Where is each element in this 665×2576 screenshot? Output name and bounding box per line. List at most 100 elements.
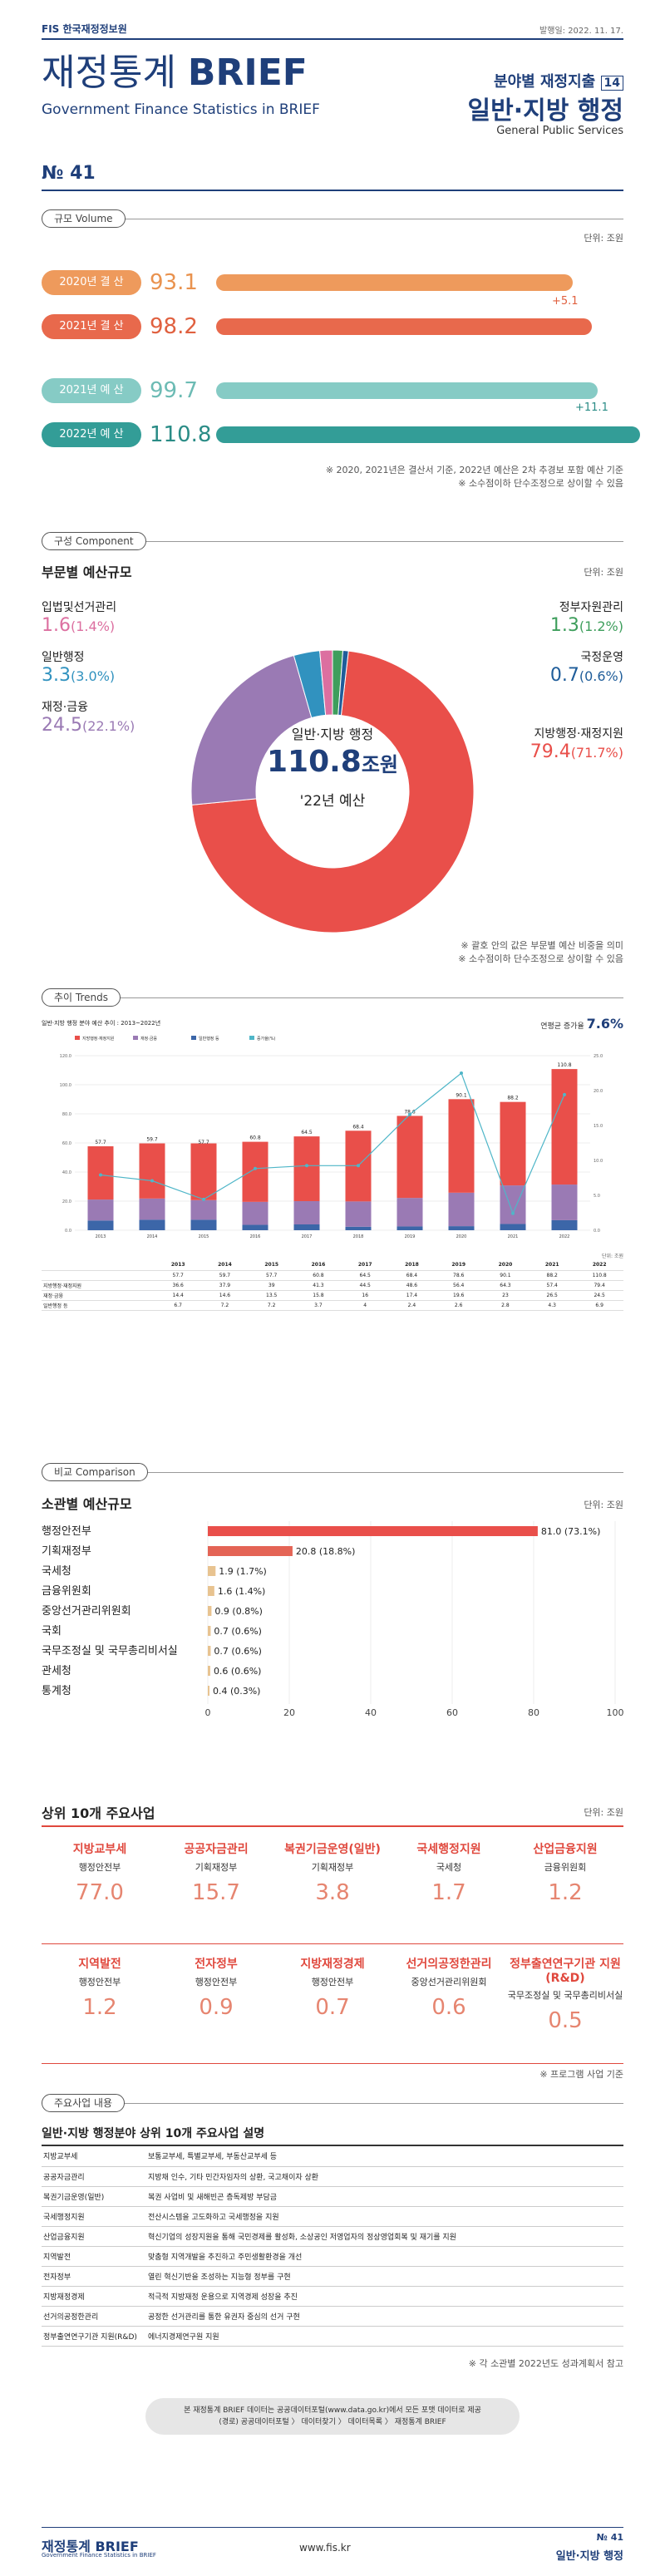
table-row: 57.7 59.7 57.7 60.8 64.5 68.4 78.6 90.1 88.2 110.…: [42, 1270, 623, 1281]
general-admin-value: 3.3: [42, 665, 71, 686]
top10-ministry: 금융위원회: [544, 1862, 587, 1873]
legislative-values: 1.6(1.4%): [42, 615, 116, 636]
business-note: ※ 각 소관별 2022년도 성과계획서 참고: [468, 2358, 623, 2369]
table-cell: 48.6: [388, 1280, 436, 1291]
business-name: 전자정부: [42, 2266, 146, 2287]
table-year: 2021: [529, 1260, 576, 1271]
local-admin-pct: (71.7%): [570, 745, 623, 761]
trend-bar: [242, 1141, 268, 1202]
general-admin-pct: (3.0%): [71, 668, 116, 684]
x-tick: 2018: [353, 1234, 364, 1239]
pie-slice: [190, 654, 313, 805]
business-desc: 복권 사업비 및 새해빈곤 층독제방 부담금: [146, 2186, 623, 2207]
trend-bar: [500, 1185, 526, 1224]
topic-en: General Public Services: [496, 125, 623, 137]
x-tick: 0: [205, 1707, 211, 1718]
agency-bar: [208, 1526, 538, 1536]
business-rule: [42, 2145, 623, 2146]
y-tick: 100.0: [60, 1083, 71, 1088]
table-year: 2017: [342, 1260, 389, 1271]
state-affairs-name: 국정운영: [580, 651, 623, 664]
y-tick: 40.0: [62, 1170, 71, 1175]
trend-bar: [139, 1198, 165, 1220]
cagr-value: 7.6%: [586, 1016, 623, 1032]
business-desc: 보통교부세, 특별교부세, 부동산교부세 등: [146, 2146, 623, 2167]
legend-label: 증가율(%): [257, 1036, 276, 1042]
x-tick: 2016: [250, 1234, 261, 1239]
total-label: 57.7: [198, 1140, 209, 1145]
x-tick: 2013: [96, 1234, 106, 1239]
table-cell: 57.7: [248, 1270, 295, 1281]
footer-url[interactable]: www.fis.kr: [299, 2542, 351, 2554]
comparison-line: [42, 1472, 623, 1473]
growth-point: [357, 1164, 360, 1168]
comparison-heading: 소관별 예산규모: [42, 1496, 132, 1512]
trend-chart-title: 일반·지방 행정 분야 예산 추이 : 2013~2022년: [42, 1020, 161, 1027]
top10-value: 3.8: [315, 1880, 350, 1905]
increase-settlement: +5.1: [552, 295, 579, 308]
state-affairs-value: 0.7: [549, 665, 579, 686]
business-label: 주요사업 내용: [42, 2094, 126, 2112]
top10-item: 복권기금운영(일반) 기획재정부 3.8: [274, 1840, 391, 1905]
agency-bar: [208, 1626, 211, 1636]
title-en: BRIEF: [187, 52, 308, 94]
table-cell: 26.5: [529, 1290, 576, 1301]
trend-bar: [345, 1201, 372, 1227]
gov-resource-values: 1.3(1.2%): [550, 615, 623, 636]
table-year: 2022: [575, 1260, 623, 1271]
agency-value: 0.7 (0.6%): [214, 1646, 262, 1657]
table-cell: 2.6: [435, 1300, 482, 1311]
trend-bar: [190, 1199, 217, 1220]
table-cell: 13.5: [248, 1290, 295, 1301]
table-cell: 7.2: [248, 1300, 295, 1311]
x-tick: 80: [528, 1707, 539, 1718]
title-kr: 재정통계: [42, 52, 176, 94]
growth-point: [150, 1179, 154, 1183]
agency-name: 국회: [42, 1625, 62, 1638]
center-unit: 조원: [361, 753, 399, 776]
table-cell: 68.4: [388, 1270, 436, 1281]
component-heading: 부문별 예산규모: [42, 564, 132, 580]
trend-unit: 단위: 조원: [601, 1254, 623, 1259]
table-cell: 6.9: [575, 1300, 623, 1311]
component-label: 구성 Component: [42, 532, 146, 550]
table-row: 재정·금융 14.4 14.6 13.5 15.8 16 17.4 19.6 23 26.5 24.…: [42, 1290, 623, 1301]
table-cell: 19.6: [435, 1290, 482, 1301]
x-tick: 20: [283, 1707, 295, 1718]
top10-ministry: 국무조정실 및 국무총리비서실: [507, 1990, 623, 2001]
business-desc: 지방채 인수, 기타 민간자임자의 상환, 국고채이자 상환: [146, 2166, 623, 2187]
table-cell: 36.6: [155, 1280, 202, 1291]
table-cell: 17.4: [388, 1290, 436, 1301]
table-cell: 15.8: [294, 1290, 342, 1301]
volume-value: 93.1: [150, 270, 198, 295]
fiscal-finance-values: 24.5(22.1%): [42, 715, 135, 736]
agency-value: 0.6 (0.6%): [214, 1666, 262, 1677]
agency-value: 0.4 (0.3%): [213, 1686, 261, 1697]
agency-bar: [208, 1586, 214, 1596]
comparison-chart: 0 20 40 60 80 100 행정안전부 81.0 (73.1%) 기획재정부 20.8 (…: [42, 1521, 623, 1718]
total-label: 110.8: [557, 1062, 571, 1068]
total-label: 90.1: [456, 1092, 467, 1098]
top10-value: 0.6: [431, 1995, 466, 2020]
y-tick: 0.0: [65, 1229, 71, 1234]
top10-name: 전자정부: [195, 1958, 238, 1971]
business-name: 지방교부세: [42, 2146, 146, 2167]
fiscal-finance-name: 재정·금융: [42, 701, 88, 714]
volume-bar: [216, 274, 573, 291]
table-cell: 14.4: [155, 1290, 202, 1301]
table-corner: [42, 1260, 155, 1271]
business-table: 지방교부세 보통교부세, 특별교부세, 부동산교부세 등 공공자금관리 지방채 인수,…: [42, 2146, 623, 2347]
top10-value: 0.5: [548, 2008, 583, 2033]
pie-center: 일반·지방 행정 110.8조원 '22년 예산: [249, 723, 416, 810]
top10-value: 0.9: [199, 1995, 234, 2020]
agency-bar: [208, 1606, 212, 1616]
y-tick: 80.0: [62, 1112, 71, 1117]
table-header-row: 2013 2014 2015 2016 2017 2018 2019 2020 2021 2022: [42, 1260, 623, 1271]
series-name: 분야별 재정지출: [494, 73, 596, 91]
volume-value: 98.2: [150, 314, 198, 339]
business-row: 지역발전 맞춤형 지역개발을 추진하고 주민생활환경을 개선: [42, 2246, 623, 2267]
trend-bar: [293, 1224, 320, 1230]
table-cell: 3.7: [294, 1300, 342, 1311]
top10-item: 지방재정경제 행정안전부 0.7: [274, 1955, 391, 2020]
business-name: 선거의공정한관리: [42, 2306, 146, 2327]
